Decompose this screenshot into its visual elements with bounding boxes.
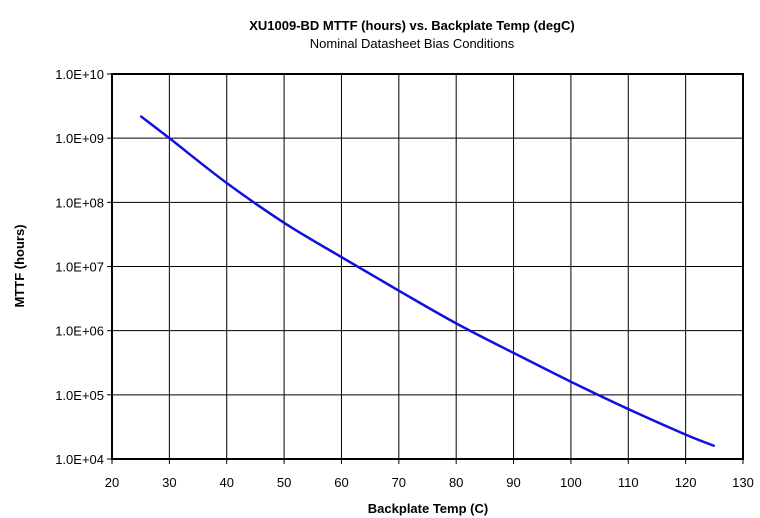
x-axis-label: Backplate Temp (C)	[368, 501, 488, 516]
x-tick-label: 90	[506, 475, 520, 490]
data-point	[512, 352, 515, 354]
data-point	[398, 289, 400, 292]
y-tick-label: 1.0E+08	[55, 195, 104, 210]
data-point	[713, 445, 716, 447]
y-tick-label: 1.0E+04	[55, 452, 104, 467]
grid	[111, 73, 744, 460]
data-point	[455, 322, 457, 325]
x-tick-label: 20	[105, 475, 119, 490]
data-point	[684, 433, 687, 436]
x-tick-label: 70	[392, 475, 406, 490]
x-tick-label: 110	[618, 475, 639, 490]
data-point	[168, 137, 171, 139]
x-tick-label: 60	[334, 475, 348, 490]
x-tick-label: 100	[560, 475, 582, 490]
y-tick-label: 1.0E+10	[55, 67, 104, 82]
series-layer	[139, 115, 716, 448]
chart-title: XU1009-BD MTTF (hours) vs. Backplate Tem…	[249, 18, 575, 33]
data-point	[627, 408, 630, 410]
y-axis: 1.0E+04 1.0E+05 1.0E+06 1.0E+07 1.0E+08 1.0E+…	[55, 67, 112, 467]
y-axis-label: MTTF (hours)	[12, 224, 27, 307]
x-tick-label: 40	[219, 475, 233, 490]
x-tick-label: 130	[732, 475, 754, 490]
y-tick-label: 1.0E+05	[55, 388, 104, 403]
data-point	[139, 115, 142, 117]
y-tick-label: 1.0E+09	[55, 131, 104, 146]
data-point	[225, 182, 228, 184]
x-tick-label: 50	[277, 475, 291, 490]
x-tick-label: 80	[449, 475, 463, 490]
data-point	[570, 380, 572, 383]
data-point	[283, 221, 285, 224]
y-tick-label: 1.0E+06	[55, 324, 104, 339]
x-tick-label: 30	[162, 475, 176, 490]
chart-subtitle: Nominal Datasheet Bias Conditions	[310, 36, 515, 51]
x-tick-label: 120	[675, 475, 697, 490]
y-tick-label: 1.0E+07	[55, 260, 104, 275]
data-point	[340, 256, 343, 258]
x-axis: 20 30 40 50 60 70 80 90 100 110 120 130	[105, 459, 754, 490]
